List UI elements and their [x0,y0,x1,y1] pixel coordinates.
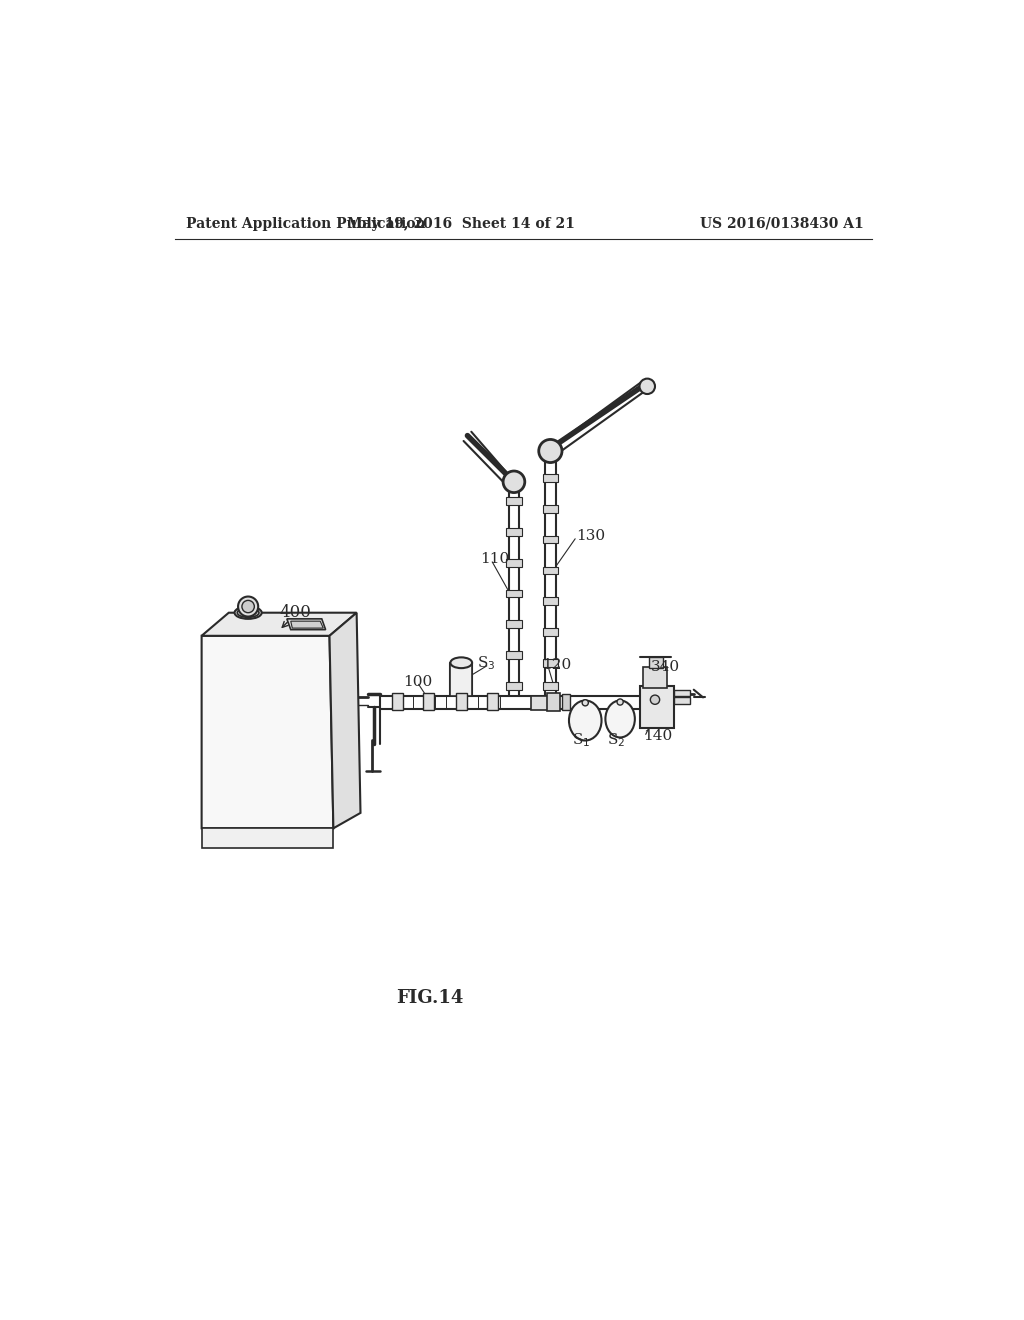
Text: May 19, 2016  Sheet 14 of 21: May 19, 2016 Sheet 14 of 21 [347,216,575,231]
Text: Patent Application Publication: Patent Application Publication [186,216,426,231]
Bar [506,498,521,506]
Bar [562,694,569,710]
Bar [506,620,521,628]
Bar [506,590,521,598]
Text: 110: 110 [480,552,510,566]
Ellipse shape [234,607,262,619]
Circle shape [617,700,624,705]
Text: 100: 100 [403,675,432,689]
Circle shape [503,471,525,492]
Bar [543,659,558,667]
Polygon shape [202,829,334,847]
Circle shape [640,379,655,395]
Bar [543,474,558,482]
Bar [640,686,675,729]
Bar [543,536,558,544]
Bar [451,663,472,696]
Polygon shape [291,622,324,628]
Bar [392,693,403,710]
Text: S$_1$: S$_1$ [572,731,591,748]
Bar [423,693,434,710]
Text: FIG.14: FIG.14 [396,989,464,1007]
Polygon shape [202,636,334,829]
Circle shape [242,601,254,612]
Text: 120: 120 [543,659,571,672]
Circle shape [539,440,562,462]
Bar [543,597,558,605]
Bar [543,682,558,689]
Text: S$_2$: S$_2$ [607,731,626,748]
Text: 130: 130 [575,529,605,543]
Bar [543,506,558,512]
Bar [649,657,663,668]
Text: 340: 340 [651,660,680,673]
Bar [675,690,690,696]
Text: S$_3$: S$_3$ [477,653,496,672]
Bar [506,651,521,659]
Bar [547,693,560,711]
Ellipse shape [569,701,601,741]
Circle shape [583,700,589,706]
Ellipse shape [238,609,259,618]
Bar [486,693,498,710]
Circle shape [238,597,258,616]
Bar [543,628,558,636]
Bar [643,667,667,688]
Ellipse shape [451,657,472,668]
Bar [543,566,558,574]
Bar [675,697,690,704]
Bar [531,696,548,710]
Text: 400: 400 [280,605,311,622]
Bar [506,682,521,689]
Text: US 2016/0138430 A1: US 2016/0138430 A1 [700,216,864,231]
Circle shape [650,696,659,705]
Bar [506,558,521,566]
Polygon shape [287,619,326,630]
Polygon shape [330,612,360,829]
Polygon shape [202,612,356,636]
Ellipse shape [605,701,635,738]
Bar [456,693,467,710]
Text: 140: 140 [643,729,673,743]
Bar [506,528,521,536]
